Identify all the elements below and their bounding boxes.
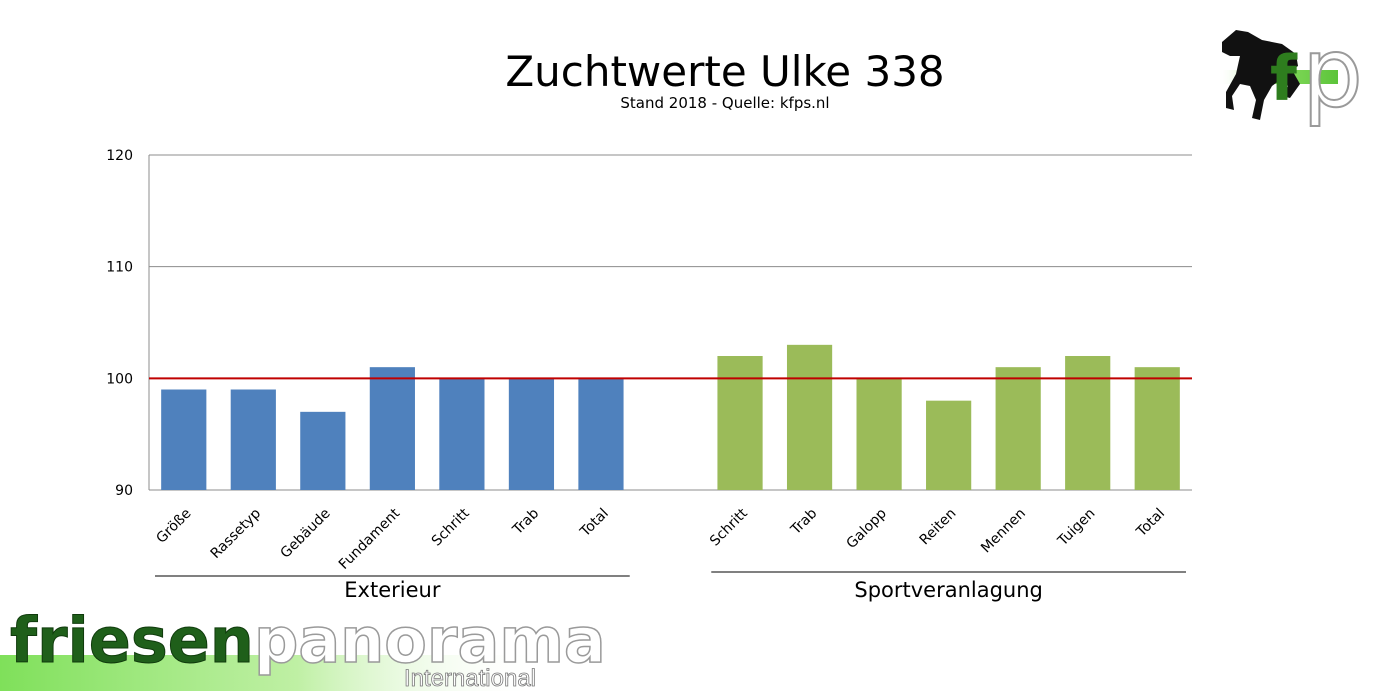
bars: [161, 344, 1180, 490]
y-tick-label: 90: [115, 483, 133, 499]
y-tick-label: 110: [106, 260, 133, 276]
x-category-label: Tuigen: [1054, 506, 1098, 550]
bar: [926, 400, 972, 490]
bar: [369, 367, 415, 490]
x-category-label: Gebäude: [278, 506, 334, 562]
brand-word-friesen: friesen: [10, 604, 254, 677]
chart-subtitle: Stand 2018 - Quelle: kfps.nl: [620, 94, 829, 112]
x-axis-category-labels: Größe Rassetyp Gebäude Fundament Schritt Trab…: [153, 505, 1168, 573]
logo-p: p: [1302, 17, 1363, 129]
bar: [439, 378, 485, 490]
bar: [578, 378, 624, 490]
y-tick-label: 120: [106, 148, 133, 164]
x-category-label: Fundament: [336, 505, 404, 573]
x-category-label: Total: [1133, 506, 1168, 541]
logo-f: f: [1270, 42, 1298, 115]
bar: [856, 378, 902, 490]
y-tick-label: 100: [106, 371, 133, 387]
bar: [995, 367, 1041, 490]
chart-title: Zuchtwerte Ulke 338: [505, 47, 944, 96]
x-category-label: Schritt: [429, 505, 473, 549]
x-category-label: Reiten: [917, 506, 960, 549]
brand-green-band: [0, 655, 540, 691]
bar: [300, 411, 346, 490]
bar: [1134, 367, 1180, 490]
bar: [230, 389, 276, 490]
bar: [1065, 356, 1111, 490]
brand-sub-international: International: [404, 665, 536, 692]
bar: [786, 344, 833, 490]
x-category-label: Total: [577, 506, 612, 541]
horse-silhouette-icon: [1222, 30, 1300, 120]
group-label: Exterieur: [344, 578, 441, 602]
brand-word-panorama: panorama: [254, 604, 606, 677]
group-label: Sportveranlagung: [854, 578, 1043, 602]
bar: [717, 356, 763, 490]
y-axis-tick-labels: 120 110 100 90: [106, 148, 133, 499]
x-category-label: Trab: [787, 505, 820, 538]
x-category-label: Schritt: [707, 505, 751, 549]
x-category-label: Mennen: [978, 506, 1029, 557]
x-category-label: Größe: [153, 506, 194, 547]
brand-wordmark: friesenpanorama: [10, 604, 606, 677]
group-labels: Exterieur Sportveranlagung: [155, 571, 1186, 602]
x-category-label: Galopp: [844, 505, 891, 552]
friesenpanorama-brand: friesenpanorama International: [0, 603, 607, 692]
x-category-label: Trab: [509, 505, 542, 538]
fp-logo: f p: [1218, 16, 1364, 130]
bar: [161, 389, 207, 490]
bar: [508, 378, 555, 490]
x-category-label: Rassetyp: [208, 505, 265, 562]
